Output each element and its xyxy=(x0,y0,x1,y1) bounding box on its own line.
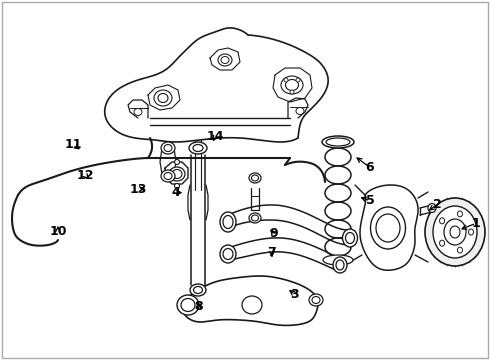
Text: 7: 7 xyxy=(268,246,276,258)
Ellipse shape xyxy=(189,142,207,154)
Ellipse shape xyxy=(242,296,262,314)
Ellipse shape xyxy=(251,175,259,181)
Text: 5: 5 xyxy=(366,194,374,207)
Ellipse shape xyxy=(323,255,353,265)
Text: 3: 3 xyxy=(291,288,299,301)
Text: 14: 14 xyxy=(207,130,224,143)
Ellipse shape xyxy=(370,207,406,249)
Ellipse shape xyxy=(376,214,400,242)
Ellipse shape xyxy=(190,284,206,296)
Ellipse shape xyxy=(249,173,261,183)
Text: 11: 11 xyxy=(65,138,82,151)
Ellipse shape xyxy=(194,287,202,293)
Ellipse shape xyxy=(174,184,179,189)
Text: 1: 1 xyxy=(472,217,481,230)
Ellipse shape xyxy=(343,229,358,247)
Ellipse shape xyxy=(169,167,185,181)
Ellipse shape xyxy=(296,108,304,114)
Ellipse shape xyxy=(221,57,229,63)
Ellipse shape xyxy=(154,90,172,106)
Ellipse shape xyxy=(312,297,320,303)
Ellipse shape xyxy=(322,136,354,148)
Ellipse shape xyxy=(284,78,288,82)
Text: 13: 13 xyxy=(129,183,147,195)
Ellipse shape xyxy=(296,78,300,82)
Ellipse shape xyxy=(458,247,463,253)
Ellipse shape xyxy=(468,229,473,235)
Ellipse shape xyxy=(164,144,172,152)
Ellipse shape xyxy=(281,76,303,94)
Text: 4: 4 xyxy=(171,186,180,199)
Ellipse shape xyxy=(345,233,354,243)
Ellipse shape xyxy=(174,159,179,165)
Ellipse shape xyxy=(161,142,175,154)
Ellipse shape xyxy=(251,215,259,221)
Ellipse shape xyxy=(425,198,485,266)
Ellipse shape xyxy=(336,260,344,270)
Ellipse shape xyxy=(223,248,233,260)
Ellipse shape xyxy=(309,294,323,306)
Text: 12: 12 xyxy=(77,169,95,182)
Ellipse shape xyxy=(290,90,294,94)
Ellipse shape xyxy=(458,211,463,217)
Ellipse shape xyxy=(220,212,236,232)
Ellipse shape xyxy=(164,172,172,180)
Ellipse shape xyxy=(158,94,168,103)
Ellipse shape xyxy=(218,54,232,66)
Ellipse shape xyxy=(326,138,350,146)
Text: 2: 2 xyxy=(433,198,441,211)
Ellipse shape xyxy=(450,226,460,238)
Text: 6: 6 xyxy=(366,161,374,174)
Ellipse shape xyxy=(161,170,175,182)
Ellipse shape xyxy=(177,295,199,315)
Ellipse shape xyxy=(134,108,142,116)
Ellipse shape xyxy=(444,219,466,245)
Ellipse shape xyxy=(286,80,298,90)
Text: 10: 10 xyxy=(49,225,67,238)
Ellipse shape xyxy=(428,203,436,212)
Text: 9: 9 xyxy=(269,227,278,240)
Ellipse shape xyxy=(172,170,182,179)
Ellipse shape xyxy=(333,257,347,273)
Ellipse shape xyxy=(440,218,444,224)
Ellipse shape xyxy=(220,245,236,263)
Ellipse shape xyxy=(440,240,444,246)
Text: 8: 8 xyxy=(194,300,203,313)
Ellipse shape xyxy=(433,206,477,258)
Ellipse shape xyxy=(223,216,233,229)
Ellipse shape xyxy=(181,298,195,311)
Ellipse shape xyxy=(249,213,261,223)
Ellipse shape xyxy=(193,144,203,152)
